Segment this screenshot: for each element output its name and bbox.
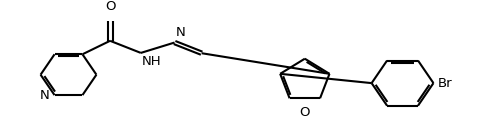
- Text: N: N: [40, 89, 49, 102]
- Text: O: O: [105, 0, 115, 13]
- Text: Br: Br: [438, 77, 452, 90]
- Text: N: N: [176, 26, 185, 39]
- Text: O: O: [300, 106, 310, 119]
- Text: NH: NH: [142, 55, 162, 68]
